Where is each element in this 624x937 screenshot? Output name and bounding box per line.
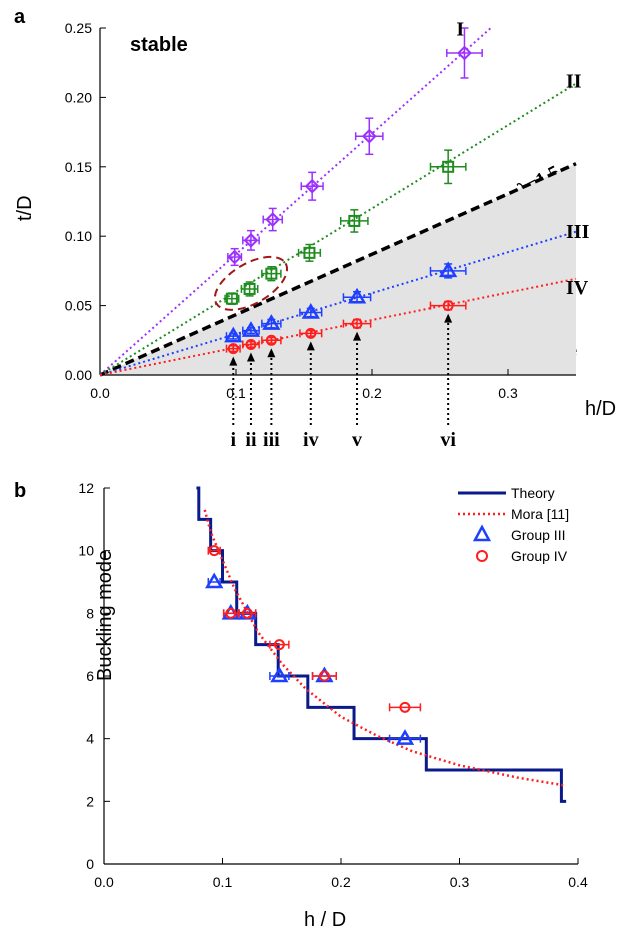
x-tick-label-a: 0.1 [226, 385, 246, 401]
x-axis-label-b: h / D [304, 909, 346, 931]
x-axis-label-a: h/D [585, 398, 616, 420]
y-tick-label-b: 8 [86, 605, 94, 621]
stable-label: stable [130, 34, 188, 56]
annotation-label: vi [440, 429, 456, 451]
x-tick-label-a: 0.2 [362, 385, 382, 401]
y-tick-label-a: 0.15 [65, 159, 92, 175]
series-label-II: II [566, 71, 582, 93]
annotation-label: iii [263, 429, 280, 451]
y-tick-label-a: 0.00 [65, 367, 92, 383]
series-label-IV: IV [566, 277, 589, 299]
annotation-label: ii [245, 429, 257, 451]
x-tick-label-a: 0.0 [90, 385, 110, 401]
x-tick-label-b: 0.3 [450, 874, 470, 890]
data-point-group-iii [207, 575, 221, 587]
y-tick-label-a: 0.05 [65, 298, 92, 314]
y-tick-label-b: 12 [78, 480, 94, 496]
plot-area-a: 0.000.050.100.150.200.250.0 0.1 0.2 0.3IIII… [65, 18, 590, 451]
series-label-III: III [566, 221, 590, 243]
annotation-label: i [230, 429, 236, 451]
y-tick-label-b: 6 [86, 668, 94, 684]
x-tick-label-a: 0.3 [498, 385, 518, 401]
y-axis-label-b: Buckling mode [94, 550, 116, 681]
legend-theory-label: Theory [511, 485, 555, 501]
y-tick-label-a: 0.10 [65, 228, 92, 244]
panel-a-label: a [14, 6, 26, 28]
annotation-label: iv [303, 429, 319, 451]
legend-group4-label: Group IV [511, 548, 568, 564]
y-axis-label-a: t/D [14, 195, 36, 221]
legend-group4-marker [477, 551, 487, 561]
legend-mora-label: Mora [11] [511, 506, 569, 522]
series-label-I: I [456, 18, 464, 40]
y-tick-label-b: 2 [86, 793, 94, 809]
legend-b: Theory Mora [11] Group III Group IV [458, 485, 569, 564]
legend-group3-marker [475, 527, 489, 540]
y-tick-label-b: 10 [78, 543, 94, 559]
y-tick-label-b: 0 [86, 856, 94, 872]
x-tick-label-b: 0.1 [213, 874, 233, 890]
y-tick-label-b: 4 [86, 731, 94, 747]
y-tick-label-a: 0.20 [65, 89, 92, 105]
x-tick-label-b: 0.4 [568, 874, 588, 890]
x-tick-label-b: 0.0 [94, 874, 114, 890]
annotation-label: v [352, 429, 362, 451]
panel-b-label: b [14, 480, 26, 502]
x-tick-label-b: 0.2 [331, 874, 351, 890]
legend-group3-label: Group III [511, 527, 565, 543]
y-tick-label-a: 0.25 [65, 20, 92, 36]
